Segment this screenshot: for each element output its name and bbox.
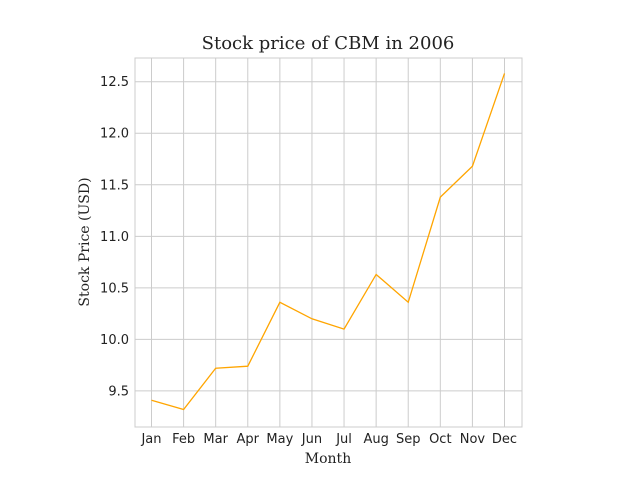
- x-tick-label: Aug: [363, 432, 388, 447]
- y-tick-label: 12.0: [100, 127, 129, 142]
- x-tick-label: Mar: [203, 432, 228, 447]
- x-tick-label: Apr: [237, 432, 260, 447]
- x-tick-label: Jul: [335, 432, 352, 447]
- x-tick-label: Sep: [396, 432, 421, 447]
- y-tick-labels: 9.5 10.0 10.5 11.0 11.5 12.0 12.5: [100, 75, 129, 399]
- series-layer: [151, 73, 506, 411]
- y-tick-label: 12.5: [100, 75, 129, 90]
- y-tick-label: 9.5: [108, 384, 129, 399]
- x-tick-label: Dec: [492, 432, 517, 447]
- series-line: [151, 73, 506, 411]
- x-tick-label: Jan: [140, 432, 161, 447]
- x-axis-label: Month: [305, 451, 351, 467]
- y-tick-label: 11.0: [100, 230, 129, 245]
- x-tick-label: Oct: [429, 432, 451, 447]
- x-tick-label: Feb: [172, 432, 195, 447]
- y-tick-label: 10.0: [100, 333, 129, 348]
- y-axis-label: Stock Price (USD): [77, 177, 93, 306]
- x-tick-label: Nov: [460, 432, 486, 447]
- chart-title: Stock price of CBM in 2006: [202, 33, 455, 54]
- plot-area-frame: [134, 57, 523, 428]
- y-tick-label: 10.5: [100, 281, 129, 296]
- x-tick-label: May: [266, 432, 293, 447]
- grid: [135, 58, 522, 427]
- y-tick-label: 11.5: [100, 178, 129, 193]
- x-tick-label: Jun: [301, 432, 322, 447]
- x-tick-labels: Jan Feb Mar Apr May Jun Jul Aug Sep Oct Nov Dec: [140, 432, 517, 447]
